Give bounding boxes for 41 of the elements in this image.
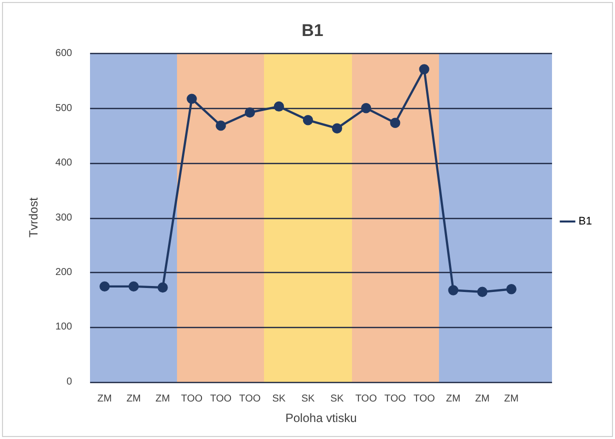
point — [448, 285, 458, 296]
point — [244, 107, 255, 118]
x-tick-label: TOO — [239, 393, 261, 404]
point — [128, 281, 139, 292]
x-tick-label: SK — [272, 393, 286, 404]
point — [419, 64, 430, 74]
x-tick-label: TOO — [384, 393, 406, 404]
point — [390, 118, 400, 128]
point — [506, 284, 516, 294]
x-tick-label: ZM — [504, 393, 519, 404]
point — [361, 103, 372, 114]
point — [477, 286, 488, 297]
x-tick-label: ZM — [446, 393, 460, 404]
y-tick-label: 600 — [55, 48, 73, 60]
point — [158, 282, 168, 293]
point — [216, 120, 226, 131]
y-tick-label: 300 — [55, 212, 73, 224]
x-tick-label: TOO — [355, 393, 378, 404]
x-axis-title: Poloha vtisku — [285, 411, 357, 426]
point — [302, 115, 314, 126]
point — [100, 281, 110, 292]
x-tick-label: TOO — [210, 393, 232, 404]
legend-label: B1 — [578, 216, 592, 228]
x-tick-label: ZM — [475, 393, 490, 404]
x-tick-label: ZM — [155, 393, 170, 404]
x-tick-label: SK — [330, 393, 344, 404]
x-tick-label: TOO — [181, 393, 203, 404]
y-axis-title: Tvrdost — [26, 196, 41, 238]
chart-title: B1 — [302, 20, 324, 40]
point — [274, 101, 284, 112]
x-tick-label: ZM — [97, 393, 112, 404]
y-tick-label: 0 — [66, 376, 73, 388]
y-tick-label: 500 — [55, 102, 73, 114]
y-tick-label: 200 — [55, 266, 73, 278]
x-tick-label: SK — [301, 393, 315, 404]
y-tick-label: 100 — [55, 322, 73, 333]
point — [332, 123, 342, 134]
x-tick-label: TOO — [413, 393, 436, 404]
point — [186, 94, 197, 104]
y-tick-label: 400 — [55, 158, 73, 169]
x-tick-label: ZM — [126, 393, 141, 404]
